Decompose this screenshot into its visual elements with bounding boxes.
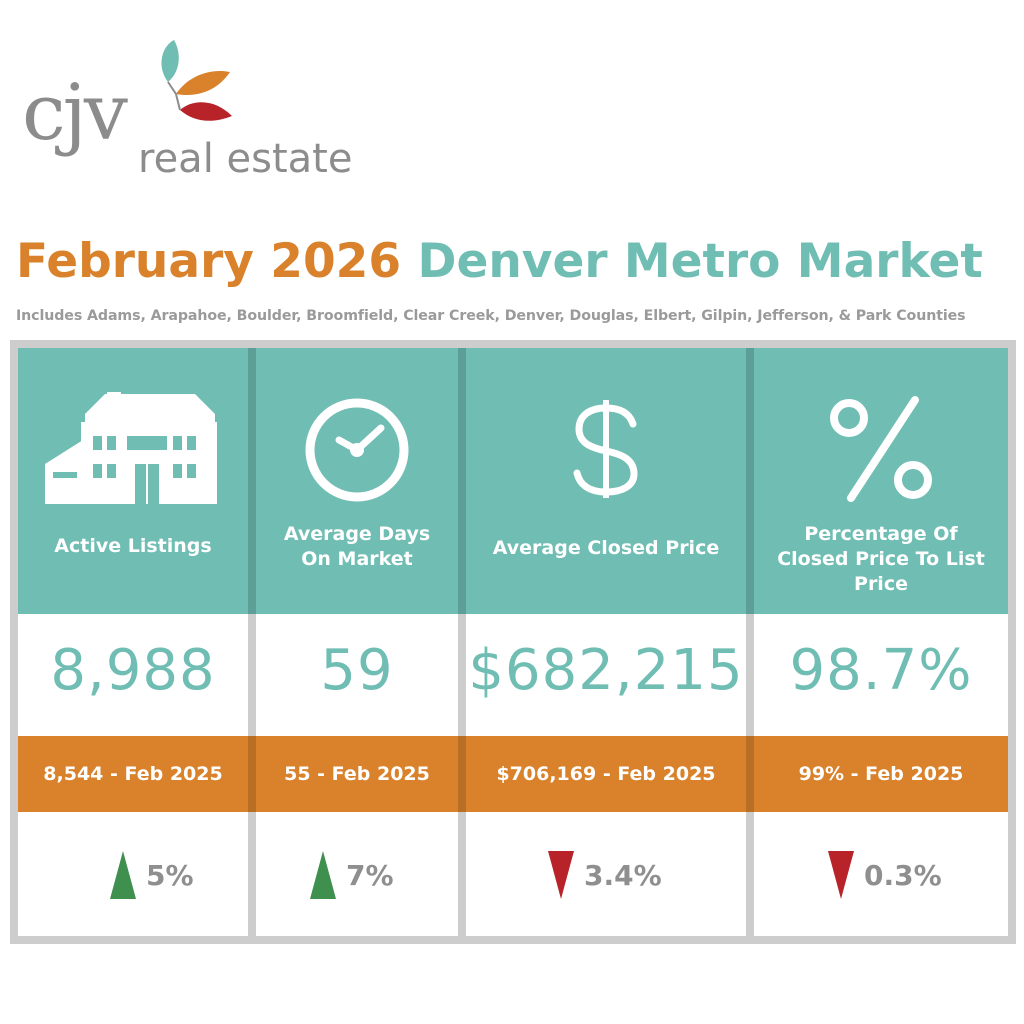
metric-change-value: 7% [346, 858, 394, 892]
metric-label: Percentage Of Closed Price To List Price [777, 523, 985, 595]
metric-change: 5% [110, 850, 194, 900]
metric-value: 59 [320, 638, 394, 703]
up-arrow-icon [110, 851, 136, 899]
counties-subtitle: Includes Adams, Arapahoe, Boulder, Broom… [16, 308, 966, 324]
company-logo: cjv real estate [22, 36, 402, 186]
percent-icon [830, 396, 932, 502]
metric-value: $682,215 [468, 638, 744, 703]
metric-change-value: 5% [146, 858, 194, 892]
column-divider [458, 348, 466, 814]
title-market: Denver Metro Market [417, 234, 983, 289]
metric-change-value: 0.3% [864, 858, 942, 892]
house-icon [45, 392, 217, 504]
logo-brand: cjv [22, 68, 128, 158]
down-arrow-icon [548, 851, 574, 899]
clock-icon [305, 398, 409, 502]
title-date: February 2026 [16, 234, 402, 289]
metric-change: 3.4% [548, 850, 662, 900]
logo-tagline: real estate [138, 136, 353, 182]
metric-header: Average Days On Market [256, 348, 458, 614]
metric-column-closed-price: Average Closed Price $682,215 $706,169 -… [466, 348, 746, 936]
metric-column-days-on-market: Average Days On Market 59 55 - Feb 2025 … [256, 348, 458, 936]
metric-label: Average Closed Price [492, 537, 720, 559]
column-divider [458, 736, 466, 812]
metric-label: Average Days On Market [283, 523, 431, 570]
column-divider [746, 736, 754, 812]
metric-label: Active Listings [54, 535, 212, 557]
metric-column-price-ratio: Percentage Of Closed Price To List Price… [754, 348, 1008, 936]
metric-column-active-listings: Active Listings 8,988 8,544 - Feb 2025 5… [18, 348, 248, 936]
metric-change-value: 3.4% [584, 858, 662, 892]
leaves-icon [161, 40, 232, 121]
column-divider [248, 736, 256, 812]
metric-prior-year: 55 - Feb 2025 [256, 736, 458, 812]
metric-header: Active Listings [18, 348, 248, 614]
metric-prior-year: 8,544 - Feb 2025 [18, 736, 248, 812]
down-arrow-icon [828, 851, 854, 899]
metric-change: 7% [310, 850, 394, 900]
metric-header: Average Closed Price [466, 348, 746, 614]
metric-value: 8,988 [50, 638, 216, 703]
column-divider [248, 348, 256, 814]
metric-change: 0.3% [828, 850, 942, 900]
metric-header: Percentage Of Closed Price To List Price [754, 348, 1008, 614]
page-title: February 2026 Denver Metro Market [16, 238, 983, 285]
metric-value: 98.7% [789, 638, 973, 703]
up-arrow-icon [310, 851, 336, 899]
column-divider [746, 348, 754, 814]
metric-prior-year: $706,169 - Feb 2025 [466, 736, 746, 812]
metric-prior-year: 99% - Feb 2025 [754, 736, 1008, 812]
dollar-icon [573, 400, 638, 498]
